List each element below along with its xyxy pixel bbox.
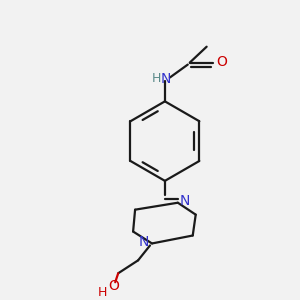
Text: N: N <box>180 194 190 208</box>
Text: O: O <box>216 55 227 69</box>
Text: H: H <box>151 72 160 85</box>
Text: H: H <box>98 286 107 299</box>
Text: N: N <box>161 71 171 85</box>
Text: O: O <box>108 279 119 293</box>
Text: N: N <box>139 236 149 250</box>
